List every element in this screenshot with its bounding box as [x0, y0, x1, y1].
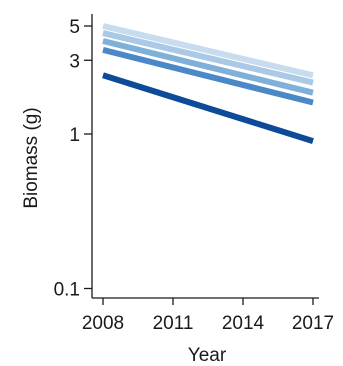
series-line-1: [102, 23, 314, 79]
x-tick-label: 2014: [222, 313, 265, 334]
x-tick-label: 2017: [292, 313, 334, 334]
x-tick-label: 2011: [153, 313, 194, 334]
y-tick-label: 5: [69, 17, 80, 38]
x-ticks: 2008 2011 2014 2017: [82, 298, 334, 334]
y-ticks: 0.1 1 3 5: [54, 17, 92, 301]
series-line-5: [102, 72, 314, 144]
series-line-4: [102, 46, 314, 106]
y-tick-label: 0.1: [54, 280, 80, 301]
series-lines: [102, 23, 314, 144]
axes: [91, 14, 319, 299]
series-line-2: [102, 30, 314, 86]
series-line-3: [102, 38, 314, 96]
x-axis-title: Year: [188, 345, 227, 366]
y-tick-label: 1: [69, 125, 80, 146]
x-tick-label: 2008: [82, 313, 124, 334]
y-axis-title: Biomass (g): [21, 107, 42, 208]
y-tick-label: 3: [69, 51, 80, 72]
